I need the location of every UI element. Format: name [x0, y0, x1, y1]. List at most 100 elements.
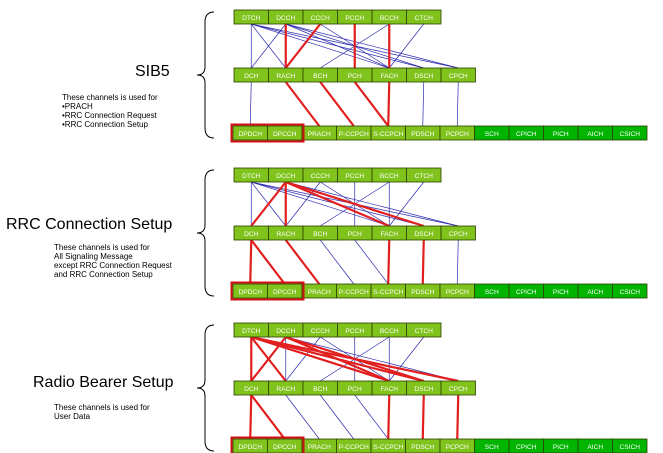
logical-channel-dcch-label: DCCH	[276, 328, 295, 335]
mapping-line-highlighted	[319, 81, 355, 127]
mapping-line-highlighted	[285, 335, 390, 383]
physical-channel-prach-label: PRACH	[308, 131, 331, 138]
transport-channel-dsch-label: DSCH	[414, 386, 433, 393]
section-brace	[196, 169, 215, 297]
physical-channel-csich-box	[612, 438, 648, 453]
mapping-line-highlighted	[250, 394, 286, 440]
highlighted-physical-channels-outline	[230, 123, 305, 143]
transport-channel-bch-label: BCH	[313, 73, 327, 80]
physical-channel-dpdch-label: DPDCH	[239, 289, 263, 296]
mapping-line-highlighted	[285, 335, 425, 383]
transport-channel-rach-label: RACH	[276, 386, 295, 393]
highlighted-physical-channels-outline	[230, 436, 305, 453]
transport-channel-dsch-label: DSCH	[414, 73, 433, 80]
physical-channel-p-ccpch-label: P-CCPCH	[339, 444, 369, 451]
logical-channel-pcch-label: PCCH	[345, 15, 364, 22]
mapping-line	[250, 23, 287, 69]
logical-channel-dtch-label: DTCH	[242, 328, 261, 335]
section-brace	[196, 324, 215, 452]
physical-channel-pdsch-label: PDSCH	[411, 444, 434, 451]
mapping-line	[422, 81, 425, 127]
logical-channel-ccch-label: CCCH	[311, 328, 330, 335]
physical-channel-sch-label: SCH	[485, 444, 499, 451]
logical-channel-dcch-label: DCCH	[276, 173, 295, 180]
physical-channel-prach-label: PRACH	[308, 289, 331, 296]
mapping-line	[285, 181, 321, 227]
physical-channel-s-ccpch-label: S-CCPCH	[373, 444, 403, 451]
physical-channel-pich-label: PICH	[553, 131, 569, 138]
section-note-radio-bearer-setup: These channels is used for User Data	[54, 403, 150, 421]
mapping-line-highlighted	[284, 81, 321, 127]
mapping-line	[251, 23, 390, 69]
physical-channel-dpcch-label: DPCCH	[273, 131, 297, 138]
transport-channel-dch-label: DCH	[244, 231, 259, 238]
transport-channel-pch-label: PCH	[348, 73, 362, 80]
mapping-line-highlighted	[421, 239, 425, 285]
physical-channel-pcpch-label: PCPCH	[446, 131, 469, 138]
section-diagram-rrc-connection-setup: DTCH DCCH CCCH PCCH BCCH CTCH DCH RACH BCH PCH FAC…	[196, 167, 648, 301]
transport-channel-pch-label: PCH	[348, 386, 362, 393]
mapping-line	[249, 81, 252, 127]
mapping-line	[251, 181, 390, 227]
mapping-line	[319, 239, 355, 285]
physical-channel-aich-label: AICH	[587, 131, 603, 138]
mapping-line	[285, 23, 390, 69]
mapping-line	[456, 81, 459, 127]
mapping-line	[388, 181, 425, 227]
physical-channel-s-ccpch-label: S-CCPCH	[373, 289, 403, 296]
mapping-line-highlighted	[250, 335, 390, 383]
logical-channel-pcch-label: PCCH	[345, 173, 364, 180]
section-diagram-sib5: DTCH DCCH CCCH PCCH BCCH CTCH DCH RACH BCH PCH FAC…	[196, 9, 648, 143]
mapping-line-highlighted	[387, 394, 391, 440]
physical-channel-p-ccpch-label: P-CCPCH	[339, 289, 369, 296]
physical-channel-csich-label: CSICH	[619, 444, 640, 451]
transport-channel-bch-label: BCH	[313, 386, 327, 393]
section-title-radio-bearer-setup: Radio Bearer Setup	[33, 374, 174, 391]
section-diagram-radio-bearer-setup: DTCH DCCH CCCH PCCH BCCH CTCH DCH RACH BCH PCH FAC…	[196, 322, 648, 453]
mapping-line	[319, 394, 355, 440]
transport-channel-dsch-label: DSCH	[414, 231, 433, 238]
logical-channel-ctch-box	[406, 322, 442, 338]
logical-channel-bcch-label: BCCH	[380, 173, 399, 180]
physical-channel-pcpch-label: PCPCH	[446, 444, 469, 451]
physical-channel-pdsch-label: PDSCH	[411, 289, 434, 296]
transport-channel-cpch-box	[440, 380, 476, 396]
physical-channel-pich-label: PICH	[553, 444, 569, 451]
physical-channel-dpdch-label: DPDCH	[239, 444, 263, 451]
transport-channel-cpch-box	[440, 67, 476, 83]
transport-channel-fach-label: FACH	[380, 73, 398, 80]
mapping-line-highlighted	[456, 394, 460, 440]
mapping-line-highlighted	[353, 81, 390, 127]
section-note-sib5: These channels is used for •PRACH •RRC C…	[62, 93, 158, 129]
mapping-line-highlighted	[250, 181, 287, 227]
logical-channel-ccch-label: CCCH	[311, 15, 330, 22]
mapping-line-highlighted	[249, 394, 253, 440]
highlighted-physical-channels-outline	[230, 281, 305, 301]
mapping-line	[285, 394, 320, 440]
physical-channel-aich-label: AICH	[587, 289, 603, 296]
mapping-line-highlighted	[421, 394, 425, 440]
mapping-line	[354, 239, 389, 285]
transport-channel-fach-label: FACH	[380, 231, 398, 238]
physical-channel-csich-box	[612, 283, 648, 299]
transport-channel-dch-label: DCH	[244, 73, 259, 80]
logical-channel-ctch-label: CTCH	[415, 328, 434, 335]
section-brace	[196, 11, 215, 139]
physical-channel-dpdch-label: DPDCH	[239, 131, 263, 138]
mapping-line	[456, 239, 459, 285]
transport-channel-dch-label: DCH	[244, 386, 259, 393]
transport-channel-cpch-label: CPCH	[449, 386, 468, 393]
logical-channel-bcch-label: BCCH	[380, 328, 399, 335]
mapping-line-highlighted	[387, 239, 391, 285]
physical-channel-dpcch-label: DPCCH	[273, 289, 297, 296]
transport-channel-rach-label: RACH	[276, 231, 295, 238]
transport-channel-cpch-box	[440, 225, 476, 241]
logical-channel-dtch-label: DTCH	[242, 15, 261, 22]
physical-channel-pich-label: PICH	[553, 289, 569, 296]
physical-channel-dpcch-label: DPCCH	[273, 444, 297, 451]
physical-channel-s-ccpch-label: S-CCPCH	[373, 131, 403, 138]
physical-channel-cpich-label: CPICH	[516, 444, 537, 451]
logical-channel-ctch-label: CTCH	[415, 173, 434, 180]
mapping-line	[285, 336, 321, 382]
